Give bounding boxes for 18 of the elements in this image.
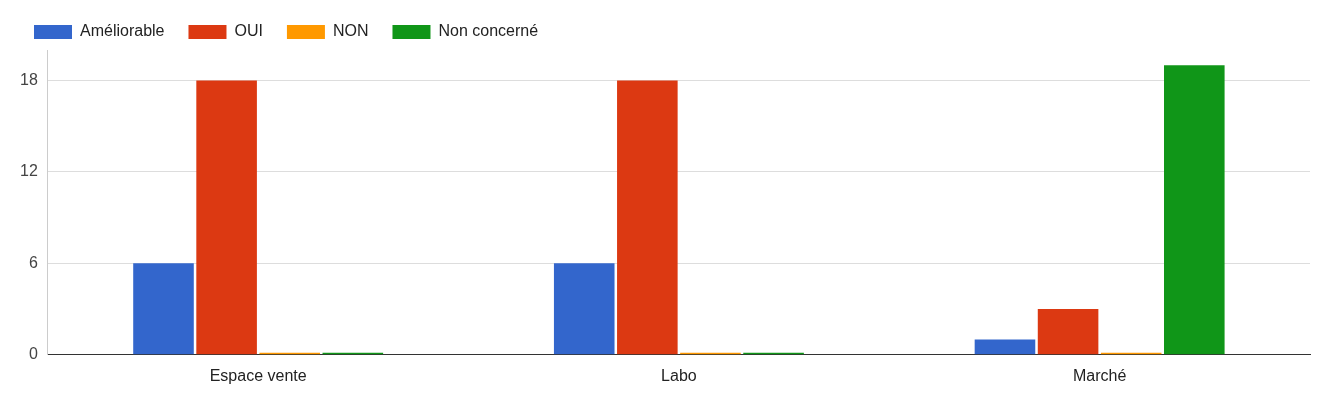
x-tick-label: Marché: [1072, 366, 1127, 384]
bar: [1037, 309, 1099, 355]
bar: [617, 80, 678, 355]
legend-label: NON: [332, 22, 369, 40]
y-tick-label: 0: [28, 345, 38, 363]
x-tick-label: Labo: [661, 366, 697, 384]
legend-label: Non concerné: [438, 22, 539, 40]
y-tick-label: 18: [20, 70, 38, 88]
bar: [553, 263, 615, 355]
bar: [133, 263, 194, 355]
bar: [974, 339, 1036, 355]
y-tick-label: 12: [20, 162, 38, 180]
x-tick-label: Espace vente: [209, 366, 307, 384]
bar: [196, 80, 257, 355]
y-tick-label: 6: [28, 253, 38, 271]
legend-label: Améliorable: [80, 22, 165, 40]
bar: [1164, 65, 1225, 355]
legend-label: OUI: [234, 22, 263, 40]
